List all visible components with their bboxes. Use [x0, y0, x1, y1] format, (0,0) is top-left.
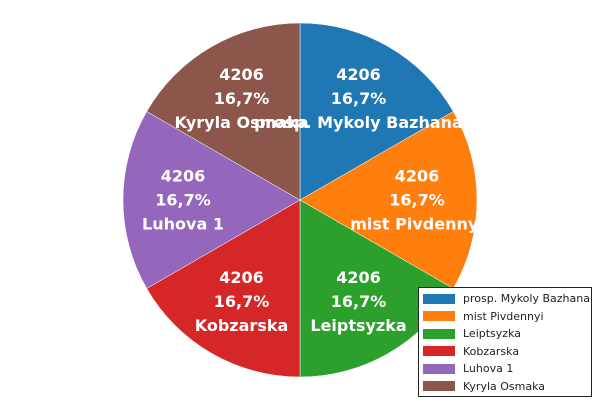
legend-item: Kobzarska [419, 343, 591, 361]
pie-slice [299, 22, 454, 201]
slice-category-label: Kyryla Osmaka [174, 113, 308, 132]
slice-category-label: Luhova 1 [142, 215, 224, 234]
pie-slice [299, 111, 478, 289]
legend-label: Luhova 1 [463, 362, 514, 376]
legend-item: Luhova 1 [419, 360, 591, 378]
legend: prosp. Mykoly Bazhana mist Pivdennyi Lei… [418, 287, 592, 397]
pie-slice [146, 22, 301, 201]
slice-value-label: 4206 [219, 268, 264, 287]
slice-value-label: 4206 [219, 65, 264, 84]
slice-percent-label: 16,7% [389, 191, 445, 210]
slice-category-label: Kobzarska [195, 316, 289, 335]
legend-label: Kyryla Osmaka [463, 379, 546, 393]
legend-item: mist Pivdennyi [419, 308, 591, 326]
legend-swatch [423, 363, 455, 374]
slice-category-label: Leiptsyzka [310, 316, 406, 335]
slice-percent-label: 16,7% [331, 89, 387, 108]
pie-slice [122, 111, 301, 289]
legend-item: prosp. Mykoly Bazhana [419, 290, 591, 308]
legend-swatch [423, 293, 455, 304]
legend-swatch [423, 328, 455, 339]
slice-percent-label: 16,7% [214, 89, 270, 108]
pie-slice [146, 199, 301, 378]
legend-label: Leiptsyzka [463, 327, 521, 341]
legend-label: mist Pivdennyi [463, 309, 544, 323]
slice-percent-label: 16,7% [214, 292, 270, 311]
slice-value-label: 4206 [395, 167, 440, 186]
legend-swatch [423, 311, 455, 322]
legend-label: prosp. Mykoly Bazhana [463, 292, 590, 306]
legend-label: Kobzarska [463, 344, 520, 358]
slice-value-label: 4206 [336, 268, 381, 287]
legend-item: Kyryla Osmaka [419, 378, 591, 396]
slice-category-label: prosp. Mykoly Bazhana [254, 113, 463, 132]
legend-swatch [423, 346, 455, 357]
slice-category-label: mist Pivdennyi [350, 215, 484, 234]
legend-swatch [423, 381, 455, 392]
slice-value-label: 4206 [161, 167, 206, 186]
slice-value-label: 4206 [336, 65, 381, 84]
legend-item: Leiptsyzka [419, 325, 591, 343]
slice-percent-label: 16,7% [155, 191, 211, 210]
slice-percent-label: 16,7% [331, 292, 387, 311]
